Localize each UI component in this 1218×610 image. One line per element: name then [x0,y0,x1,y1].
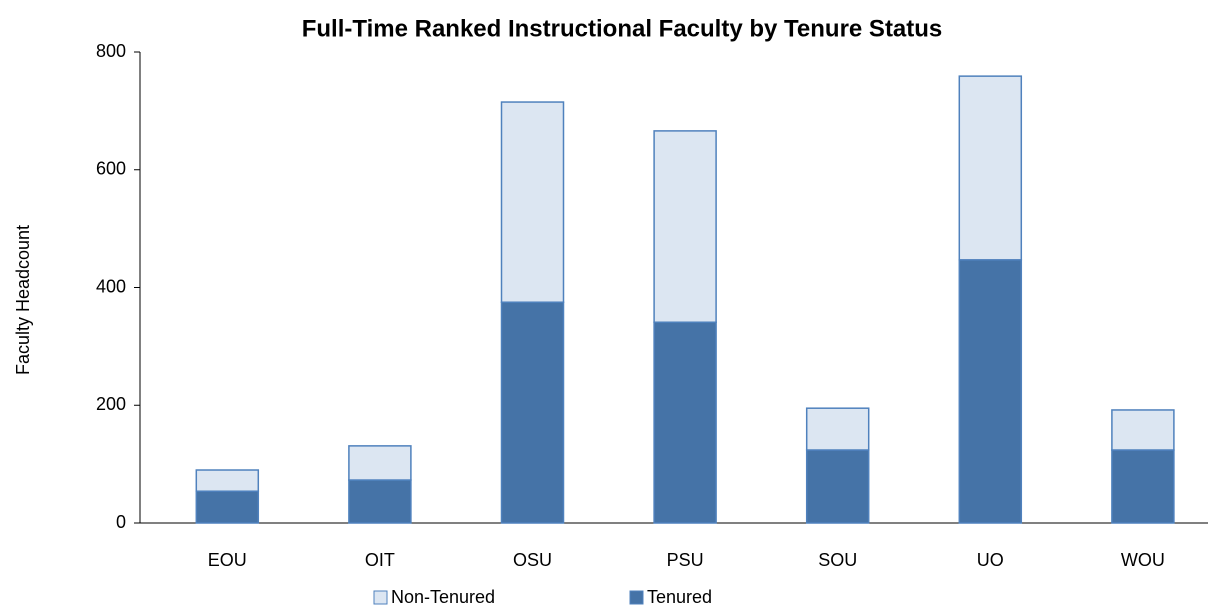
y-tick-label: 0 [116,512,126,532]
legend-label: Non-Tenured [391,587,495,607]
x-tick-label: SOU [818,550,857,570]
bar-segment [1111,409,1175,451]
y-tick-label: 800 [96,41,126,61]
legend-label: Tenured [647,587,712,607]
bar-segment [653,130,717,323]
legend-swatch [629,590,644,605]
bar-segment [1111,449,1175,524]
bar-segment [653,321,717,524]
y-tick-label: 200 [96,394,126,414]
bar-segment [805,407,870,451]
bar-segment [805,449,870,524]
bar-segment [348,445,412,481]
y-tick-label: 600 [96,159,126,179]
legend-swatch [373,590,388,605]
bar-segment [500,301,565,524]
bar-segment [195,490,260,524]
x-tick-label: EOU [208,550,247,570]
bar-segment [958,259,1023,524]
x-tick-label: OSU [513,550,552,570]
bar-segment [348,479,412,524]
y-tick-label: 400 [96,276,126,296]
bar-segment [500,101,565,303]
bar-segment [958,75,1023,261]
x-tick-label: UO [977,550,1004,570]
chart-title: Full-Time Ranked Instructional Faculty b… [302,15,943,42]
y-axis-label: Faculty Headcount [13,225,33,375]
x-tick-label: OIT [365,550,395,570]
x-tick-label: WOU [1121,550,1165,570]
x-tick-label: PSU [667,550,704,570]
bar-segment [195,469,260,492]
